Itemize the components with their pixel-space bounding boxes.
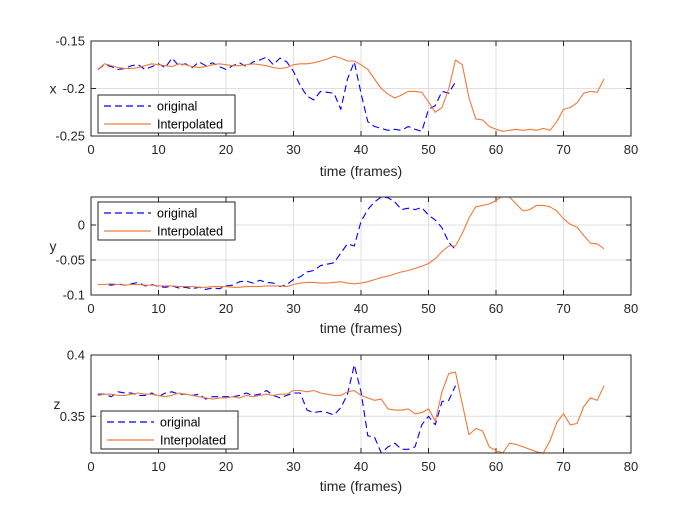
y-axis-label: z: [54, 396, 61, 412]
x-tick-label: 20: [219, 459, 233, 474]
x-tick-label: 80: [624, 459, 638, 474]
legend-box: [97, 94, 236, 134]
x-tick-label: 0: [87, 459, 94, 474]
legend-label-original: original: [157, 207, 197, 221]
x-tick-label: 50: [421, 142, 435, 157]
x-tick-label: 80: [624, 142, 638, 157]
x-tick-label: 10: [151, 301, 165, 316]
legend-box: [97, 201, 236, 241]
x-tick-label: 40: [354, 301, 368, 316]
x-tick-label: 20: [219, 301, 233, 316]
legend: original Interpolated: [97, 201, 236, 241]
legend-label-interpolated: Interpolated: [157, 118, 223, 132]
legend-label-interpolated: Interpolated: [157, 225, 223, 239]
series-line-interpolated: [97, 197, 605, 288]
x-tick-label: 80: [624, 301, 638, 316]
x-tick-label: 30: [286, 301, 300, 316]
legend: original Interpolated: [97, 94, 236, 134]
x-tick-label: 60: [489, 301, 503, 316]
x-tick-label: 70: [556, 142, 570, 157]
axes-box: [90, 40, 632, 137]
y-tick-label: 0.35: [60, 409, 85, 424]
x-tick-label: 50: [421, 459, 435, 474]
series-line-interpolated: [97, 371, 605, 453]
y-tick-label: 0: [78, 218, 85, 233]
chart-panel-1: 0 10 20 30 40 50 60 70 80 -0.25 -0.2 -0.15 time (fra…: [50, 34, 639, 180]
x-axis-label: time (frames): [320, 478, 402, 494]
x-tick-label: 60: [489, 142, 503, 157]
y-axis-label: y: [50, 238, 57, 254]
x-tick-label: 70: [556, 301, 570, 316]
x-tick-label: 40: [354, 459, 368, 474]
x-tick-label: 60: [489, 459, 503, 474]
chart-panel-3: 0 10 20 30 40 50 60 70 80 0.35 0.4 time (frames) z or…: [54, 348, 639, 495]
legend-box: [100, 410, 239, 450]
x-tick-label: 50: [421, 301, 435, 316]
x-tick-label: 40: [354, 142, 368, 157]
x-tick-label: 30: [286, 142, 300, 157]
x-axis-label: time (frames): [320, 320, 402, 336]
y-axis-label: x: [50, 81, 57, 97]
series-line-interpolated: [97, 55, 605, 132]
x-tick-label: 0: [87, 301, 94, 316]
x-tick-label: 70: [556, 459, 570, 474]
legend: original Interpolated: [100, 410, 239, 450]
y-tick-label: -0.1: [63, 288, 85, 303]
series-line-original: [97, 364, 457, 453]
y-tick-label: -0.2: [63, 81, 85, 96]
y-tick-label: -0.15: [55, 34, 85, 49]
x-axis-label: time (frames): [320, 163, 402, 179]
x-tick-label: 10: [151, 142, 165, 157]
x-tick-label: 20: [219, 142, 233, 157]
x-tick-label: 30: [286, 459, 300, 474]
axes-box: [90, 354, 632, 454]
y-tick-label: -0.05: [55, 253, 85, 268]
chart-panel-2: 0 10 20 30 40 50 60 70 80 -0.1 -0.05 0 time (frames)…: [50, 196, 638, 336]
x-tick-label: 0: [87, 142, 94, 157]
axes-box: [90, 196, 632, 296]
legend-label-original: original: [160, 416, 200, 430]
y-tick-label: -0.25: [55, 129, 85, 144]
x-tick-label: 10: [151, 459, 165, 474]
series-line-original: [97, 56, 456, 132]
legend-label-interpolated: Interpolated: [160, 434, 226, 448]
y-tick-label: 0.4: [67, 348, 85, 363]
legend-label-original: original: [157, 100, 197, 114]
